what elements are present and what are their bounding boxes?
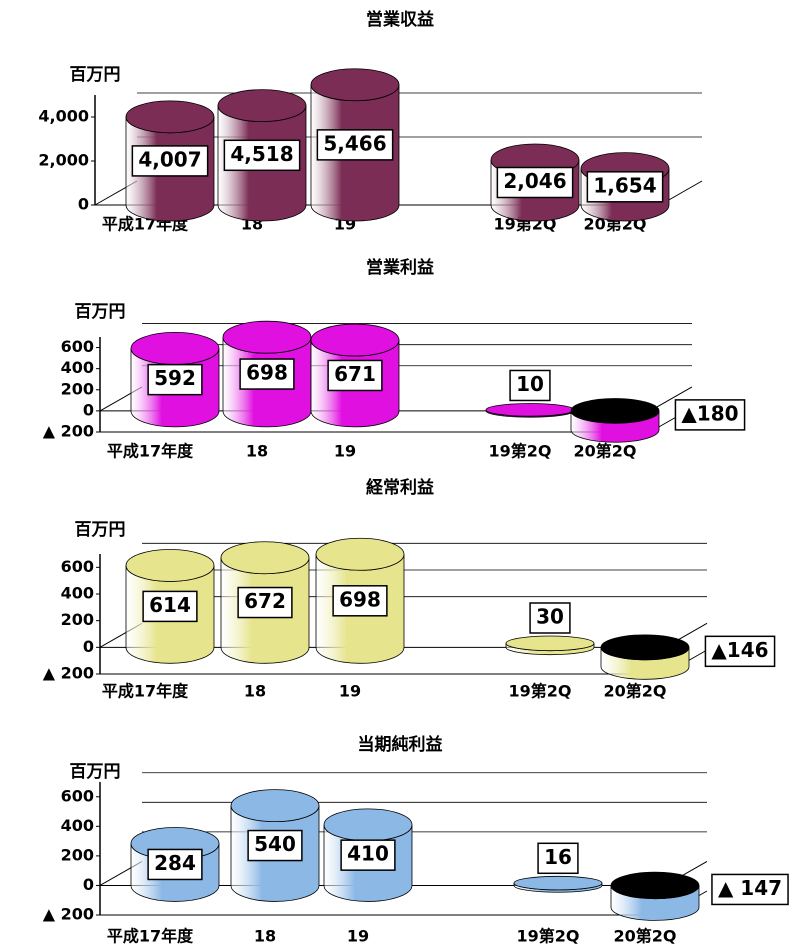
x-tick-label: 19: [347, 927, 369, 946]
value-label-box: [586, 171, 664, 203]
value-label-box: [340, 839, 396, 871]
y-tick-label: 0: [83, 637, 94, 656]
y-tick-label: 0: [83, 400, 94, 419]
chart-title: 当期純利益: [358, 734, 443, 755]
chart-title: 営業利益: [366, 257, 434, 278]
x-tick-label: 20第2Q: [603, 682, 666, 701]
value-label: 10: [516, 372, 544, 396]
y-tick-label: 400: [61, 816, 94, 835]
y-tick-label: ▲ 200: [43, 905, 94, 924]
y-tick-label: ▲ 200: [43, 664, 94, 683]
x-tick-label: 20第2Q: [613, 927, 676, 946]
value-label-box: [496, 166, 574, 199]
value-label: 5,466: [323, 131, 386, 155]
bar-top: [130, 331, 220, 365]
x-tick-label: 19第2Q: [508, 682, 571, 701]
value-label-box: [131, 145, 209, 177]
y-axis-unit: 百万円: [70, 762, 121, 782]
value-label: 4,007: [138, 147, 201, 171]
bar-top: [230, 789, 320, 823]
value-label-box: [509, 369, 551, 402]
bar-top: [310, 323, 400, 357]
bar-top: [513, 875, 603, 891]
value-label-box: [239, 358, 295, 390]
value-label: ▲180: [681, 401, 738, 425]
y-axis-unit: 百万円: [70, 65, 121, 85]
value-label-box: [237, 586, 293, 619]
value-label-box: [147, 363, 203, 396]
y-axis-unit: 百万円: [75, 302, 126, 322]
value-label: 698: [339, 587, 381, 611]
value-label-box: [147, 848, 203, 881]
y-axis-unit: 百万円: [75, 520, 126, 540]
bar-top: [315, 537, 405, 571]
value-label: 2,046: [503, 169, 566, 193]
y-tick-label: 400: [61, 584, 94, 603]
y-tick-label: 600: [61, 557, 94, 576]
bar-top: [610, 871, 700, 900]
value-label-box: [529, 602, 571, 634]
bar-top: [505, 635, 595, 652]
value-label: 1,654: [593, 173, 656, 197]
y-tick-label: 400: [61, 358, 94, 377]
value-label: 284: [154, 851, 196, 875]
value-label: 16: [544, 845, 572, 869]
bar-top: [217, 89, 307, 123]
value-label-box: [674, 399, 746, 431]
bar-top: [310, 68, 400, 102]
value-label: 30: [536, 605, 564, 629]
value-label: 592: [154, 366, 196, 390]
y-tick-label: ▲ 200: [43, 422, 94, 441]
x-tick-label: 19: [339, 682, 361, 701]
value-label-box: [704, 635, 776, 668]
bar-top: [600, 634, 690, 661]
bar-top: [485, 403, 575, 417]
value-label: 4,518: [230, 142, 293, 166]
value-label: 672: [244, 589, 286, 613]
chart-title: 経常利益: [366, 477, 434, 498]
y-tick-label: 600: [61, 786, 94, 805]
value-label-box: [223, 139, 301, 172]
value-label-box: [332, 585, 388, 617]
y-tick-label: 0: [83, 875, 94, 894]
x-tick-label: 18: [246, 442, 268, 461]
x-tick-label: 19第2Q: [516, 927, 579, 946]
value-label: 540: [254, 832, 296, 856]
value-label: 614: [149, 593, 191, 617]
x-tick-label: 平成17年度: [107, 927, 194, 946]
y-tick-label: 200: [61, 845, 94, 864]
y-tick-label: 2,000: [38, 151, 89, 170]
value-label-box: [327, 359, 383, 392]
value-label-box: [142, 590, 198, 623]
x-tick-label: 20第2Q: [573, 442, 636, 461]
value-label-box: [247, 829, 303, 862]
bar-top: [220, 541, 310, 575]
y-tick-label: 0: [78, 195, 89, 214]
bar-top: [323, 808, 413, 842]
value-label: ▲ 147: [718, 876, 782, 900]
chart-title: 営業収益: [366, 9, 434, 30]
x-tick-label: 平成17年度: [102, 682, 189, 701]
x-tick-label: 18: [254, 927, 276, 946]
bar-top: [570, 398, 660, 424]
value-label: ▲146: [711, 638, 768, 662]
x-tick-label: 18: [244, 682, 266, 701]
bar-top: [125, 549, 215, 582]
value-label-box: [711, 873, 789, 906]
value-label-box: [537, 842, 579, 875]
y-tick-label: 4,000: [38, 107, 89, 126]
value-label: 410: [347, 842, 389, 866]
y-tick-label: 200: [61, 379, 94, 398]
value-label: 671: [334, 362, 376, 386]
y-tick-label: 200: [61, 610, 94, 629]
x-tick-label: 平成17年度: [107, 442, 194, 461]
value-label-box: [316, 129, 394, 161]
x-tick-label: 19: [334, 442, 356, 461]
y-tick-label: 600: [61, 337, 94, 356]
x-tick-label: 19第2Q: [488, 442, 551, 461]
value-label: 698: [246, 361, 288, 385]
bar-top: [222, 320, 312, 354]
bar-top: [125, 100, 215, 134]
